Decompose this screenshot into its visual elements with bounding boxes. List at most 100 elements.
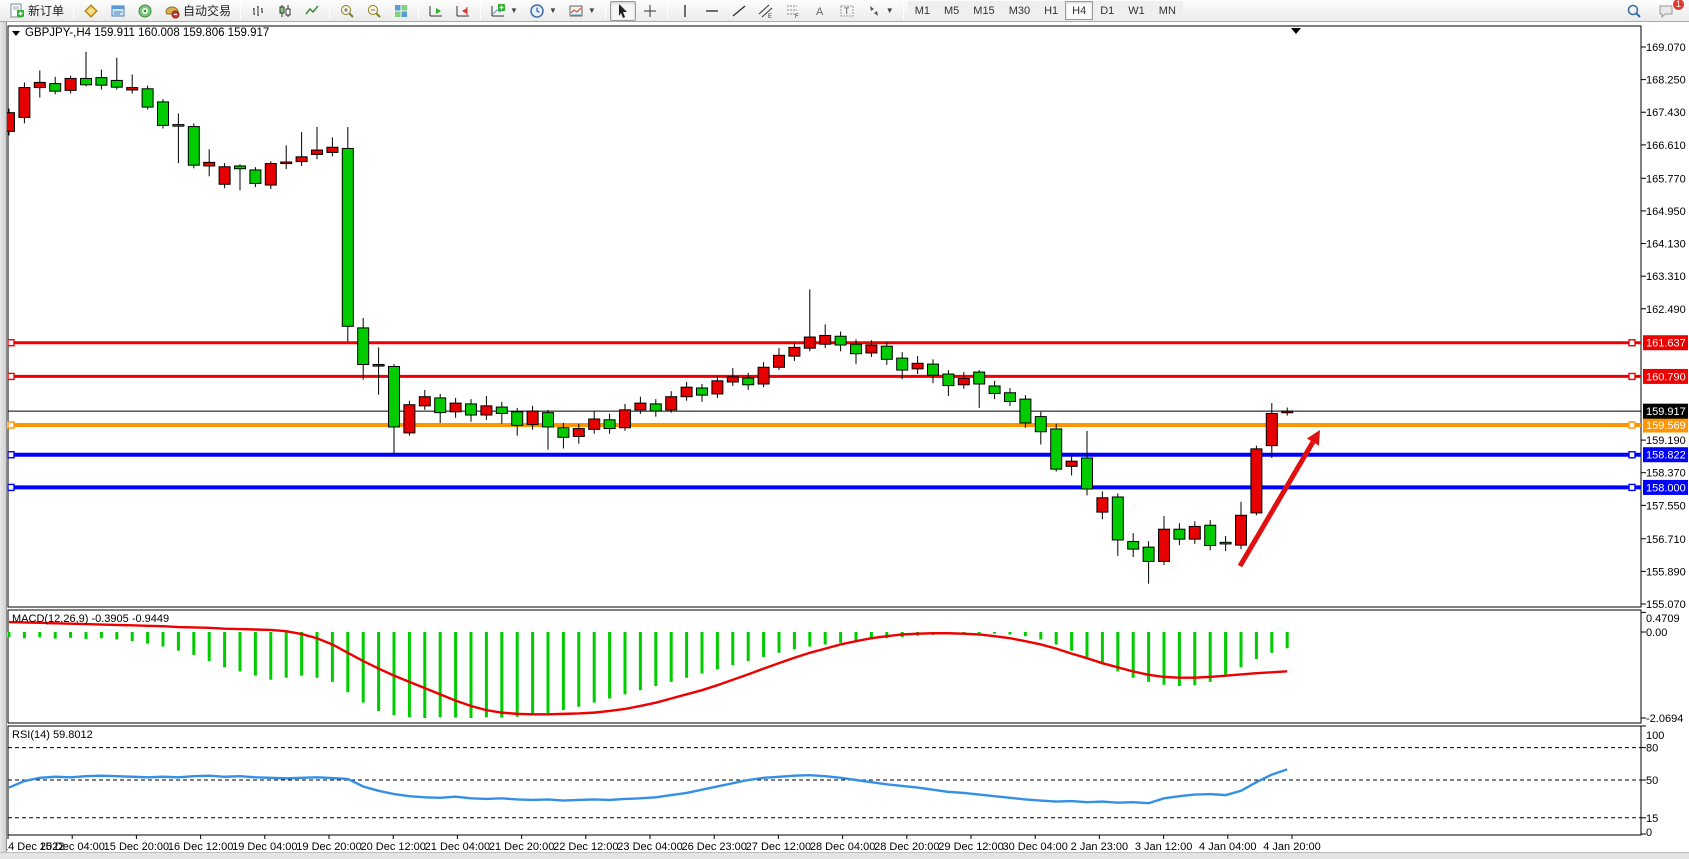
price-badge-158.822-bg: [1643, 447, 1688, 463]
timeframe-M15[interactable]: M15: [966, 1, 1002, 20]
macd-label: MACD(12,26,9) -0.3905 -0.9449: [12, 613, 169, 625]
candle-body: [1111, 496, 1124, 541]
notifications-button[interactable]: 1: [1653, 0, 1685, 21]
candle-body: [218, 166, 231, 185]
zoom-out-button[interactable]: [361, 1, 387, 21]
candle-body: [480, 405, 493, 416]
price-tick-label: 167.430: [1646, 107, 1686, 119]
window-left-border: [0, 22, 7, 859]
text-label-icon: T: [839, 3, 855, 19]
text-icon: A: [812, 3, 828, 19]
candles-icon: [277, 3, 293, 19]
new-order-button[interactable]: 新订单: [4, 1, 69, 21]
chart-canvas[interactable]: 169.070 168.250 167.430 166.610 165.770 164.9…: [0, 22, 1689, 859]
timeframe-H4[interactable]: H4: [1065, 1, 1094, 20]
cursor-button[interactable]: [609, 0, 636, 21]
main-toolbar: 新订单 自动交易: [0, 0, 1689, 22]
candle-body: [911, 362, 924, 370]
timeframe-M1[interactable]: M1: [907, 1, 937, 20]
time-axis-label: 20 Dec 12:00: [360, 841, 425, 853]
candle-body: [187, 126, 200, 166]
candlestick-series: [3, 51, 1294, 584]
macd-tick-label: -2.0694: [1646, 713, 1683, 725]
candlestick-button[interactable]: [272, 1, 298, 21]
arrows-icon: [866, 3, 882, 19]
new-order-icon: [9, 3, 25, 19]
templates-button[interactable]: ▼: [563, 1, 601, 21]
current-price-badge-bg: [1643, 403, 1688, 419]
indicators-button[interactable]: ▼: [485, 1, 523, 21]
autotrading-button[interactable]: 自动交易: [159, 1, 236, 21]
vertical-line-button[interactable]: [672, 1, 698, 21]
rsi-tick-label: 50: [1646, 775, 1658, 787]
svg-text:F: F: [795, 14, 799, 19]
candle-body: [280, 161, 293, 165]
search-button[interactable]: [1621, 1, 1647, 21]
candle-body: [1219, 541, 1232, 545]
candle-body: [942, 373, 955, 387]
channel-button[interactable]: E: [753, 1, 779, 21]
tile-windows-button[interactable]: [388, 1, 414, 21]
toolbar-separator: [604, 2, 606, 19]
time-axis-label: 30 Dec 04:00: [1002, 841, 1067, 853]
price-badge-160.790: 160.790: [1646, 371, 1686, 383]
horizontal-line-button[interactable]: [699, 1, 725, 21]
timeframe-M5[interactable]: M5: [937, 1, 967, 20]
candle-body: [1127, 541, 1140, 550]
candle-body: [1235, 514, 1247, 546]
fibonacci-button[interactable]: F: [780, 1, 806, 21]
hline-endpoint-marker: [7, 451, 15, 459]
timeframe-H1[interactable]: H1: [1037, 1, 1066, 20]
candle-body: [157, 101, 169, 126]
candle-body: [234, 165, 246, 170]
periods-button[interactable]: ▼: [524, 1, 562, 21]
time-axis-label: 29 Dec 12:00: [938, 841, 1003, 853]
new-order-label: 新订单: [28, 4, 65, 18]
candle-body: [311, 149, 323, 155]
text-label-button[interactable]: T: [834, 1, 860, 21]
bar-chart-button[interactable]: [245, 1, 271, 21]
candle-body: [1250, 448, 1263, 514]
chart-shift-button[interactable]: [450, 1, 476, 21]
metaeditor-button[interactable]: [78, 1, 104, 21]
candle-body: [1173, 528, 1186, 540]
navigator-button[interactable]: [132, 1, 158, 21]
market-watch-button[interactable]: [105, 1, 131, 21]
candle-body: [326, 146, 339, 153]
timeframe-D1[interactable]: D1: [1093, 1, 1122, 20]
timeframe-MN[interactable]: MN: [1151, 1, 1183, 20]
time-axis-label: 16 Dec 12:00: [168, 841, 233, 853]
text-button[interactable]: A: [807, 1, 833, 21]
line-chart-button[interactable]: [299, 1, 325, 21]
horizontal-lines: [7, 339, 1641, 492]
candle-body: [649, 403, 662, 412]
autoscroll-button[interactable]: [423, 1, 449, 21]
rsi-tick-label: 100: [1646, 730, 1664, 742]
price-badge-161.637-bg: [1643, 335, 1688, 351]
trendline-button[interactable]: [726, 1, 752, 21]
rsi-line: [8, 768, 1288, 805]
arrows-button[interactable]: ▼: [861, 1, 899, 21]
rsi-tick-label: 80: [1646, 743, 1658, 755]
candle-body: [110, 79, 123, 88]
price-tick-label: 165.770: [1646, 173, 1686, 185]
time-axis-label: 19 Dec 04:00: [232, 841, 297, 853]
zoom-in-button[interactable]: [334, 1, 360, 21]
timeframe-W1[interactable]: W1: [1121, 1, 1152, 20]
candle-body: [33, 81, 46, 89]
price-tick-label: 164.950: [1646, 206, 1686, 218]
hline-endpoint-marker: [7, 339, 15, 347]
timeframe-M30[interactable]: M30: [1001, 1, 1038, 20]
linechart-icon: [304, 3, 320, 19]
templates-icon: [568, 3, 584, 19]
candle-body: [264, 163, 277, 186]
candle-body: [588, 418, 601, 430]
time-axis-label: 28 Dec 20:00: [874, 841, 939, 853]
crosshair-button[interactable]: [637, 1, 663, 21]
toolbar-separator: [418, 2, 420, 19]
price-tick-label: 157.550: [1646, 500, 1686, 512]
macd-signal-line: [8, 620, 1288, 716]
bars-icon: [250, 3, 266, 19]
symbol-dropdown-icon: [12, 31, 20, 36]
candle-body: [988, 385, 1001, 395]
